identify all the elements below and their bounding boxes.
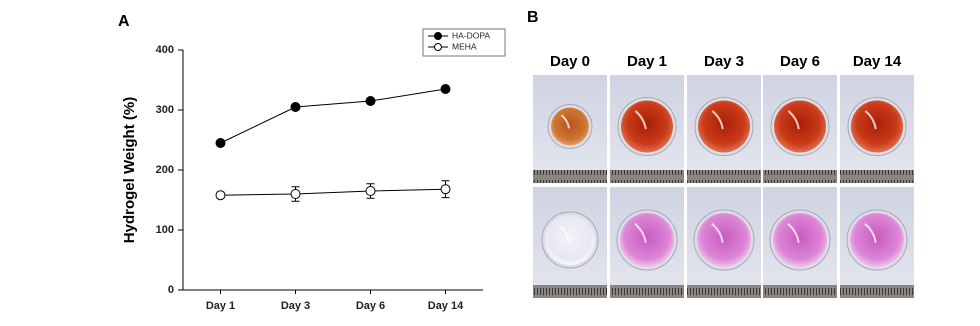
ruler <box>533 170 607 183</box>
series-line <box>220 88 446 144</box>
x-tick-label: Day 1 <box>206 300 235 312</box>
dish-highlight <box>787 223 800 243</box>
column-header: Day 0 <box>550 53 590 70</box>
ruler <box>840 285 914 298</box>
legend-label: HA-DOPA <box>452 30 490 40</box>
dish-highlight <box>711 223 724 243</box>
dish-gel <box>773 213 827 267</box>
dish-gel <box>850 213 904 267</box>
ruler <box>610 285 684 298</box>
dish-gel <box>698 100 750 153</box>
y-tick-label: 100 <box>156 224 174 236</box>
y-axis-label: Hydrogel Weight (%) <box>121 97 138 243</box>
panel-label: B <box>527 9 539 26</box>
dish-highlight <box>787 110 800 130</box>
series-line <box>220 188 446 196</box>
ruler <box>687 285 761 298</box>
ruler <box>763 285 837 298</box>
x-tick-label: Day 6 <box>356 300 385 312</box>
legend-label: MEHA <box>452 41 477 51</box>
marker <box>440 184 451 195</box>
y-tick-label: 200 <box>156 164 174 176</box>
marker <box>440 84 451 94</box>
marker <box>365 96 376 106</box>
dish-gel <box>620 213 674 267</box>
panel-label: A <box>118 13 130 30</box>
x-tick-label: Day 14 <box>428 300 464 312</box>
ruler <box>840 170 914 183</box>
y-tick-label: 300 <box>156 104 174 116</box>
ruler <box>610 170 684 183</box>
legend-marker <box>434 43 442 51</box>
marker <box>215 138 226 148</box>
marker <box>365 186 376 196</box>
dish-highlight <box>560 114 571 129</box>
ruler <box>687 170 761 183</box>
marker <box>290 189 301 199</box>
dish-gel <box>697 213 751 267</box>
ruler <box>763 170 837 183</box>
x-tick-label: Day 3 <box>281 300 310 312</box>
dish-gel <box>621 100 673 153</box>
marker <box>290 102 301 112</box>
dish-highlight <box>634 223 647 243</box>
marker <box>215 190 226 201</box>
legend-marker <box>434 32 442 40</box>
column-header: Day 1 <box>627 53 667 70</box>
column-header: Day 6 <box>780 53 820 70</box>
dish-highlight <box>864 110 877 130</box>
dish-highlight <box>711 110 724 130</box>
y-tick-label: 0 <box>168 284 174 296</box>
dish-highlight <box>634 110 647 130</box>
dish-gel <box>774 100 826 153</box>
y-tick-label: 400 <box>156 44 174 56</box>
column-header: Day 14 <box>853 53 902 70</box>
dish-gel <box>545 215 595 265</box>
column-header: Day 3 <box>704 53 744 70</box>
dish-highlight <box>558 224 570 243</box>
dish-gel <box>851 100 903 153</box>
ruler <box>533 285 607 298</box>
dish-gel <box>551 107 589 146</box>
dish-highlight <box>864 223 877 243</box>
